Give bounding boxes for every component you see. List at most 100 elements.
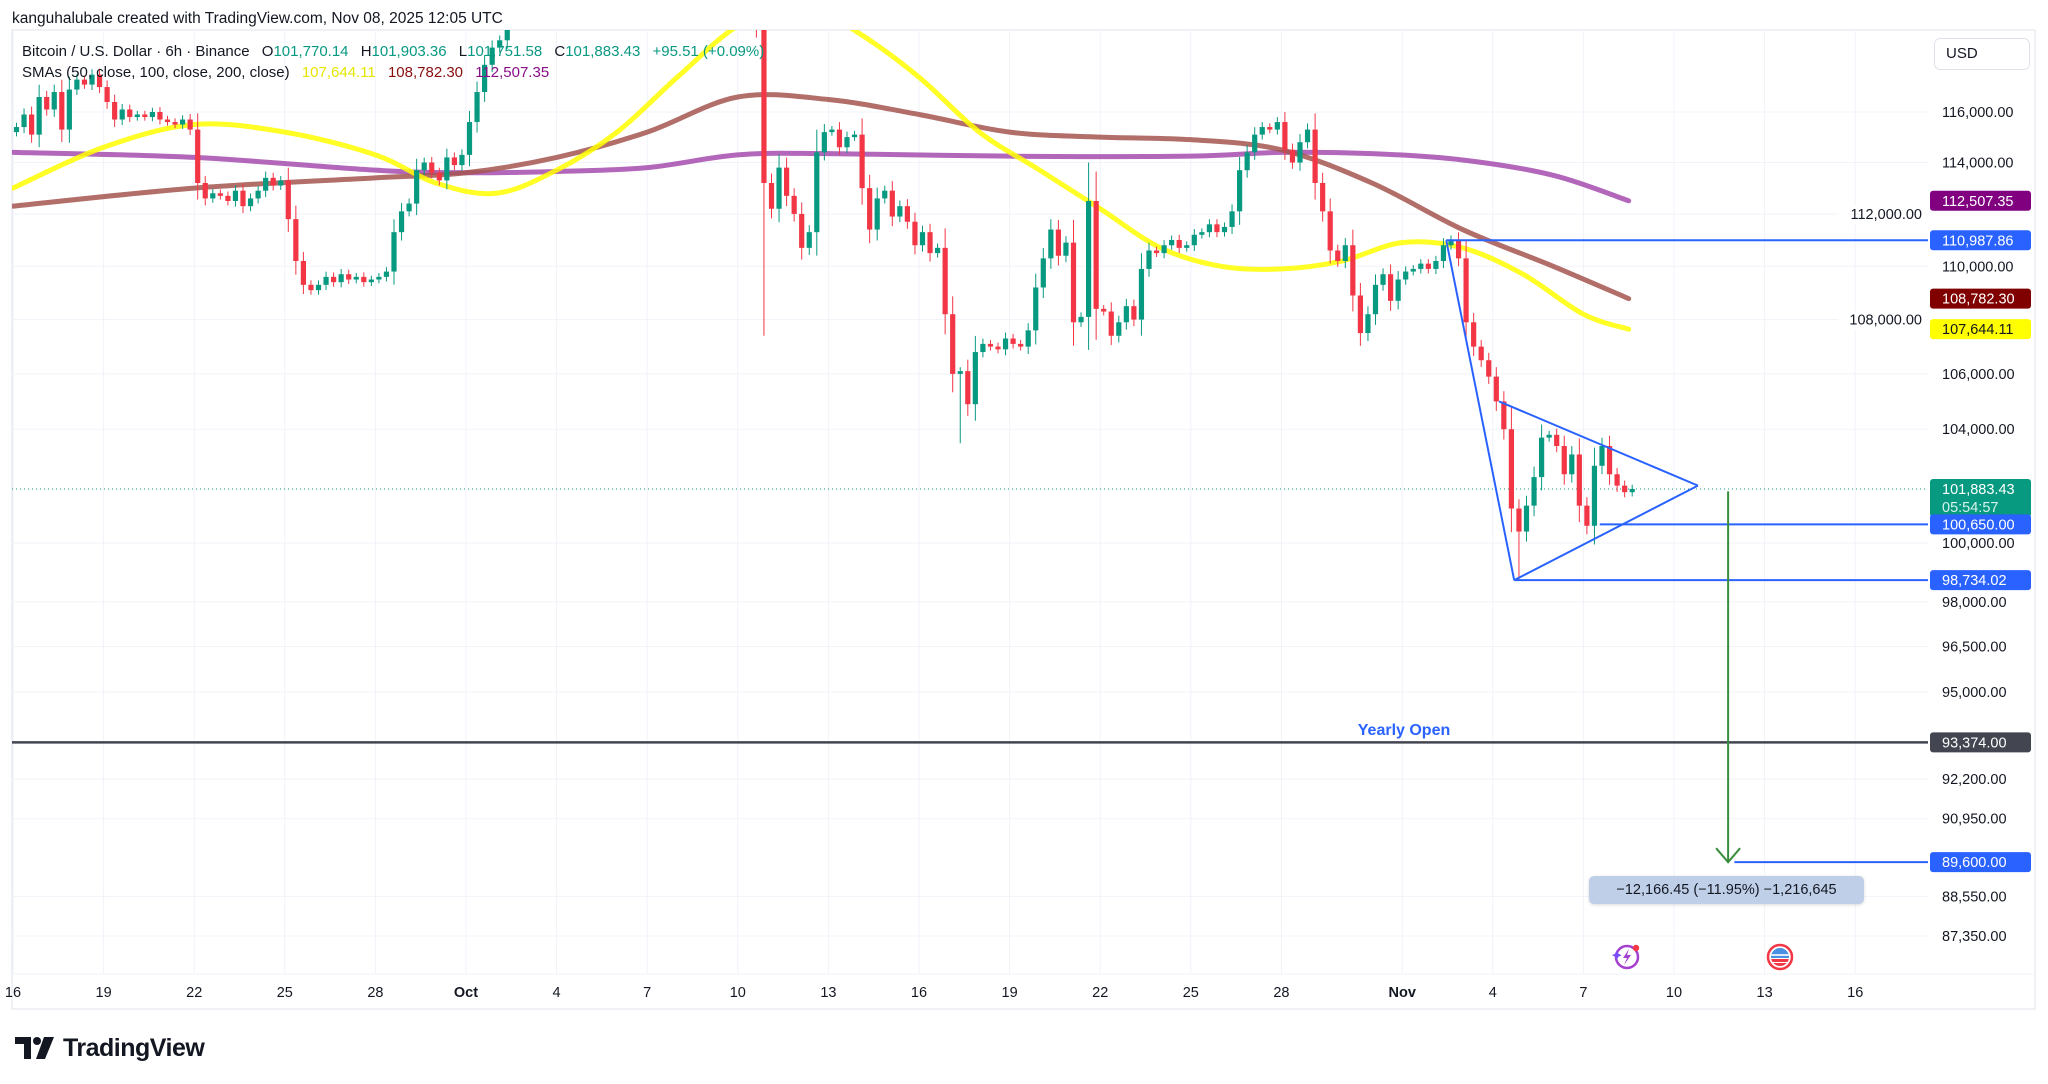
candle[interactable] — [134, 110, 140, 121]
candle[interactable] — [897, 200, 903, 223]
candle[interactable] — [497, 35, 503, 53]
candle[interactable] — [1282, 112, 1288, 160]
candle[interactable] — [21, 108, 27, 134]
candle[interactable] — [995, 342, 1001, 354]
candle[interactable] — [535, 0, 540, 1]
candle[interactable] — [232, 185, 239, 207]
tradingview-logo[interactable]: TradingView — [15, 1034, 205, 1062]
candle[interactable] — [1123, 298, 1129, 330]
candle[interactable] — [383, 267, 390, 282]
currency-selector[interactable]: USD — [1934, 38, 2030, 70]
candle[interactable] — [821, 124, 827, 161]
candle[interactable] — [1531, 466, 1537, 517]
candle[interactable] — [1569, 446, 1575, 483]
candle[interactable] — [36, 84, 42, 148]
candle[interactable] — [429, 156, 435, 179]
candle[interactable] — [1410, 265, 1416, 276]
event-marker-lightning[interactable] — [1611, 942, 1641, 977]
candle[interactable] — [51, 84, 57, 117]
candle[interactable] — [882, 185, 888, 204]
candle[interactable] — [1138, 253, 1145, 336]
candle[interactable] — [1169, 235, 1175, 250]
candle[interactable] — [520, 0, 525, 13]
candle[interactable] — [904, 199, 910, 229]
candle[interactable] — [1086, 162, 1092, 350]
candle[interactable] — [1425, 259, 1431, 274]
candle[interactable] — [1289, 143, 1296, 169]
candle[interactable] — [489, 40, 495, 73]
candle[interactable] — [1372, 274, 1379, 325]
candle[interactable] — [391, 219, 397, 285]
symbol-title[interactable]: Bitcoin / U.S. Dollar · 6h · Binance — [22, 43, 250, 60]
candle[interactable] — [1448, 235, 1454, 250]
candle[interactable] — [323, 271, 329, 291]
candle[interactable] — [1237, 156, 1243, 225]
candle[interactable] — [1033, 273, 1039, 345]
candle[interactable] — [1214, 219, 1220, 238]
candle[interactable] — [1048, 219, 1054, 269]
candle[interactable] — [1199, 228, 1205, 239]
candle[interactable] — [361, 272, 367, 287]
candle[interactable] — [806, 225, 812, 255]
candle[interactable] — [1629, 484, 1635, 497]
candle[interactable] — [851, 130, 858, 141]
candle[interactable] — [1244, 144, 1250, 178]
candle[interactable] — [1599, 437, 1605, 475]
candle[interactable] — [1554, 428, 1560, 453]
candle[interactable] — [436, 167, 442, 186]
sma-indicator-title[interactable]: SMAs (50, close, 100, close, 200, close) — [22, 64, 290, 81]
candle[interactable] — [142, 110, 148, 121]
candle[interactable] — [300, 251, 306, 295]
candle[interactable] — [761, 0, 767, 336]
candle[interactable] — [972, 335, 978, 421]
candle[interactable] — [466, 110, 473, 167]
candle[interactable] — [504, 10, 510, 49]
candle[interactable] — [398, 203, 405, 241]
candle[interactable] — [1335, 244, 1341, 267]
candle[interactable] — [957, 367, 963, 444]
candle[interactable] — [965, 359, 971, 416]
candle[interactable] — [1101, 304, 1107, 316]
candle[interactable] — [1433, 255, 1439, 275]
candle[interactable] — [1252, 127, 1258, 160]
pennant-lower-line[interactable] — [1513, 484, 1699, 582]
candle[interactable] — [1191, 229, 1197, 252]
candle[interactable] — [844, 131, 850, 153]
candle[interactable] — [1025, 323, 1031, 354]
candle[interactable] — [768, 173, 775, 219]
candle[interactable] — [119, 103, 125, 126]
candle[interactable] — [859, 118, 865, 205]
candle[interactable] — [112, 94, 118, 127]
time-axis[interactable]: 16 19 22 25 28 Oct 4 7 10 13 16 19 22 25 28 Nov 4 7 10 13 16 — [5, 985, 1863, 1001]
candle[interactable] — [1591, 447, 1598, 545]
candle[interactable] — [451, 152, 457, 171]
candle[interactable] — [1070, 219, 1077, 346]
candle[interactable] — [1403, 266, 1409, 285]
candle[interactable] — [1478, 339, 1484, 367]
candle[interactable] — [874, 187, 880, 241]
candle[interactable] — [527, 0, 532, 6]
candle[interactable] — [1395, 271, 1401, 310]
candle[interactable] — [1523, 495, 1530, 542]
candle[interactable] — [814, 129, 820, 256]
candle[interactable] — [1221, 222, 1228, 237]
candle[interactable] — [1380, 268, 1386, 291]
candle[interactable] — [1108, 302, 1114, 346]
candle[interactable] — [127, 104, 133, 122]
candle[interactable] — [1146, 242, 1152, 277]
candle[interactable] — [1606, 435, 1613, 485]
candle[interactable] — [172, 118, 178, 129]
candle[interactable] — [1078, 312, 1084, 327]
candle[interactable] — [1040, 247, 1046, 299]
candle[interactable] — [889, 181, 895, 227]
candle[interactable] — [1576, 438, 1582, 523]
candle[interactable] — [1327, 198, 1333, 264]
candle[interactable] — [66, 76, 72, 143]
candle[interactable] — [1304, 123, 1311, 149]
candle[interactable] — [1267, 123, 1273, 134]
candle[interactable] — [96, 68, 103, 94]
candle[interactable] — [187, 114, 193, 136]
candle[interactable] — [376, 273, 382, 284]
candle[interactable] — [240, 183, 246, 214]
candle[interactable] — [202, 176, 208, 206]
